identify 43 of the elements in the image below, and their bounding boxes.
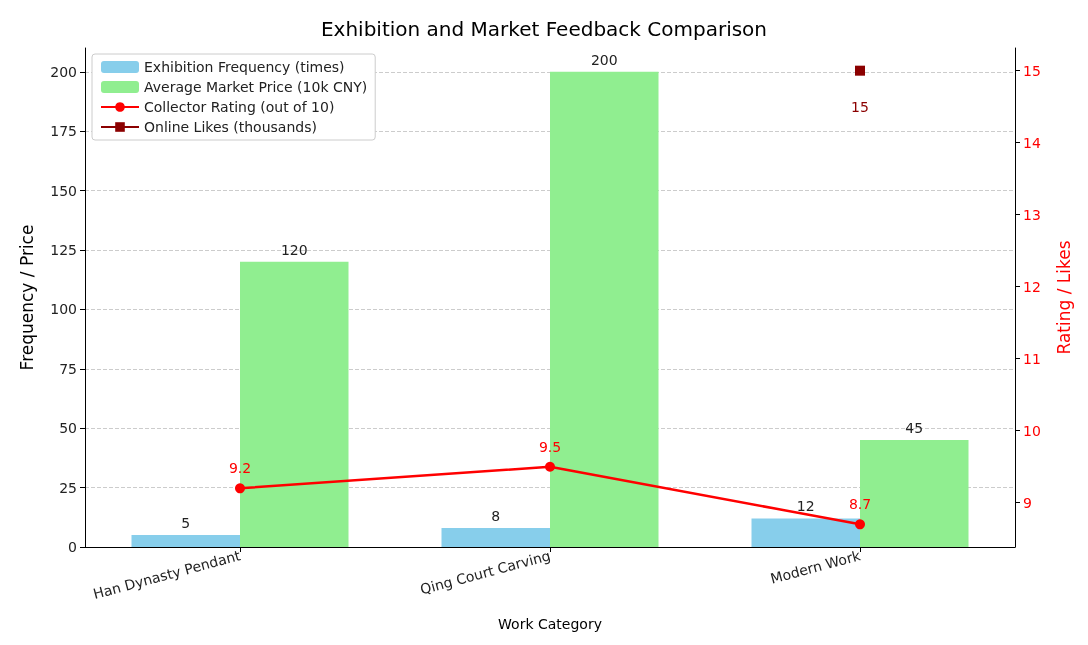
point: [855, 519, 865, 530]
x-tick-label: Qing Court Carving: [418, 547, 553, 598]
y-tick-label: 50: [59, 420, 77, 437]
y-tick-label: 75: [59, 360, 77, 377]
legend-label: Average Market Price (10k CNY): [144, 79, 368, 95]
y2-tick-label: 10: [1023, 422, 1041, 439]
x-tick-label: Modern Work: [768, 547, 863, 587]
data-label: 5: [181, 515, 191, 532]
chart-title: Exhibition and Market Feedback Comparison: [320, 17, 768, 41]
data-label: 9.2: [228, 460, 252, 477]
y-tick-label: 125: [50, 241, 77, 258]
y2-tick-label: 14: [1023, 134, 1041, 151]
data-label: 8.7: [848, 496, 872, 513]
point: [855, 65, 865, 76]
y2-tick-label: 9: [1023, 494, 1032, 511]
bar: [441, 527, 550, 547]
legend-label: Collector Rating (out of 10): [144, 99, 335, 115]
data-label: 120: [280, 241, 308, 258]
legend-label: Exhibition Frequency (times): [144, 59, 345, 75]
data-label: 45: [905, 420, 924, 437]
y-axis-title: Frequency / Price: [16, 224, 37, 371]
x-axis-title: Work Category: [498, 616, 602, 632]
y2-tick-label: 13: [1023, 206, 1041, 223]
y-tick-label: 100: [50, 301, 77, 318]
y2-tick-label: 15: [1023, 62, 1041, 79]
y2-tick-label: 11: [1023, 350, 1041, 367]
bar: [751, 518, 860, 547]
point: [235, 483, 245, 494]
y-tick-label: 200: [50, 63, 77, 80]
data-label: 12: [796, 498, 815, 515]
legend-label: Online Likes (thousands): [144, 119, 317, 135]
point: [545, 461, 555, 472]
y-tick-label: 150: [50, 182, 77, 199]
y2-tick-label: 12: [1023, 278, 1041, 295]
y-tick-label: 0: [68, 539, 77, 555]
data-label: 15: [851, 98, 869, 115]
data-label: 8: [491, 507, 501, 524]
data-label: 200: [590, 51, 618, 68]
y-tick-label: 25: [59, 479, 77, 496]
data-label: 9.5: [538, 438, 562, 455]
bar: [131, 535, 240, 547]
y-tick-label: 175: [50, 123, 77, 140]
y2-axis-title: Rating / Likes: [1053, 240, 1074, 355]
